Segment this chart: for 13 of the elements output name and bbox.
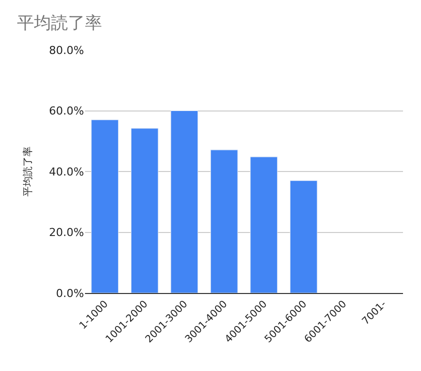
- bar: [170, 110, 198, 293]
- bar: [210, 150, 238, 293]
- y-axis-title: 平均読了率: [22, 146, 34, 196]
- y-tick-label: 80.0%: [49, 44, 84, 57]
- y-tick-label: 0.0%: [56, 286, 84, 300]
- chart-title: 平均読了率: [16, 14, 102, 34]
- bar: [250, 156, 278, 293]
- bar: [130, 128, 158, 293]
- bar: [290, 180, 318, 293]
- y-tick-label: 40.0%: [49, 165, 84, 178]
- y-tick-label: 60.0%: [49, 104, 84, 118]
- bar: [91, 120, 119, 293]
- y-tick-label: 20.0%: [49, 226, 84, 240]
